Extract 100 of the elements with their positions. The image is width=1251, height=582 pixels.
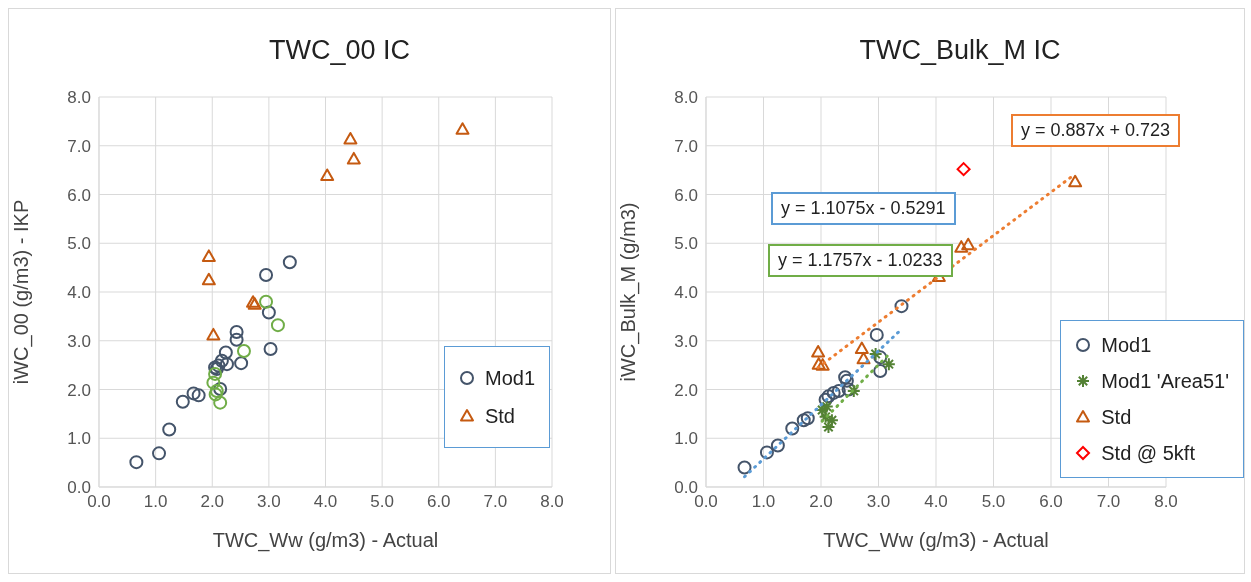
point [270, 318, 285, 333]
point [811, 344, 826, 358]
x-tick-label: 0.0 [694, 492, 718, 512]
point [259, 294, 274, 309]
y-tick-label: 4.0 [674, 283, 698, 303]
y-tick-label: 3.0 [67, 331, 91, 351]
x-tick-label: 7.0 [1096, 492, 1121, 512]
point [259, 267, 274, 282]
point [261, 305, 276, 320]
point [846, 383, 861, 398]
annotation: y = 1.1757x - 1.0233 [768, 244, 953, 277]
y-tick-label: 5.0 [674, 234, 698, 254]
legend-label: Std [484, 404, 515, 429]
y-tick-label: 3.0 [674, 331, 698, 351]
y-axis-title: iWC_00 (g/m3) - IKP [10, 199, 34, 385]
point [162, 422, 177, 437]
x-tick-label: 8.0 [540, 492, 564, 512]
point [219, 357, 234, 372]
point [826, 385, 841, 400]
point [234, 356, 249, 371]
point [229, 324, 244, 339]
point [819, 399, 834, 414]
x-tick-label: 2.0 [200, 492, 225, 512]
x-tick-label: 1.0 [143, 492, 168, 512]
point [206, 327, 221, 341]
chart-title: TWC_00 IC [268, 35, 411, 66]
y-tick-label: 8.0 [674, 88, 698, 108]
point [175, 394, 190, 409]
point [956, 162, 971, 177]
point [206, 375, 221, 390]
point [868, 346, 883, 361]
y-tick-label: 7.0 [674, 136, 698, 156]
point [831, 383, 846, 398]
x-tick-label: 8.0 [1154, 492, 1178, 512]
point [214, 353, 229, 368]
y-tick-label: 5.0 [67, 234, 91, 254]
x-tick-label: 1.0 [751, 492, 776, 512]
y-tick-label: 6.0 [67, 185, 91, 205]
point [894, 299, 909, 314]
point [737, 460, 752, 475]
legend-label: Mod1 [1101, 333, 1152, 358]
y-tick-label: 2.0 [674, 380, 698, 400]
y-tick-label: 6.0 [674, 185, 698, 205]
point [796, 413, 811, 428]
point [961, 237, 976, 251]
point [320, 168, 335, 181]
x-tick-label: 2.0 [809, 492, 833, 512]
chart-title: TWC_Bulk_M IC [858, 35, 1062, 66]
x-tick-label: 6.0 [1039, 492, 1063, 512]
y-tick-label: 8.0 [67, 88, 91, 108]
point [152, 446, 167, 461]
x-tick-label: 3.0 [866, 492, 891, 512]
y-tick-label: 7.0 [67, 136, 91, 156]
y-tick-label: 1.0 [67, 429, 91, 449]
point [282, 255, 297, 270]
point [455, 122, 470, 135]
point [209, 383, 224, 398]
point [954, 240, 969, 253]
point [191, 388, 206, 403]
legend-label: Std [1101, 405, 1132, 430]
annotation: y = 1.1075x - 0.5291 [771, 192, 956, 225]
x-tick-label: 5.0 [981, 492, 1006, 512]
point [759, 445, 774, 460]
y-tick-label: 4.0 [67, 283, 91, 303]
point [263, 342, 278, 357]
point [201, 272, 216, 286]
point [873, 350, 888, 365]
point [811, 357, 826, 370]
x-axis-title: TWC_Ww (g/m3) - Actual [823, 529, 1049, 552]
x-tick-label: 4.0 [313, 492, 338, 512]
x-tick-label: 3.0 [257, 492, 281, 512]
point [841, 382, 856, 397]
point [208, 387, 223, 402]
point [343, 131, 358, 145]
x-tick-label: 7.0 [483, 492, 508, 512]
x-tick-label: 6.0 [426, 492, 451, 512]
point [229, 332, 244, 347]
point [800, 411, 815, 426]
point [785, 421, 800, 436]
point [856, 351, 871, 365]
point [213, 382, 228, 397]
point [213, 395, 228, 410]
point [815, 358, 830, 371]
point [129, 455, 144, 470]
point [218, 345, 233, 360]
legend-label: Mod1 [484, 366, 535, 391]
legend-label: Mod1 'Area51' [1101, 369, 1229, 394]
x-axis-title: TWC_Ww (g/m3) - Actual [212, 529, 439, 552]
annotation: y = 0.887x + 0.723 [1011, 114, 1181, 147]
point [821, 420, 836, 435]
point [236, 343, 251, 358]
point [186, 386, 201, 401]
y-axis-title: iWC_Bulk_M (g/m3) [617, 202, 641, 382]
point [346, 151, 361, 165]
point [873, 363, 888, 378]
legend-label: Std @ 5kft [1101, 441, 1195, 466]
x-tick-label: 5.0 [370, 492, 394, 512]
x-tick-label: 4.0 [924, 492, 948, 512]
point [208, 366, 223, 381]
point [1068, 174, 1083, 188]
